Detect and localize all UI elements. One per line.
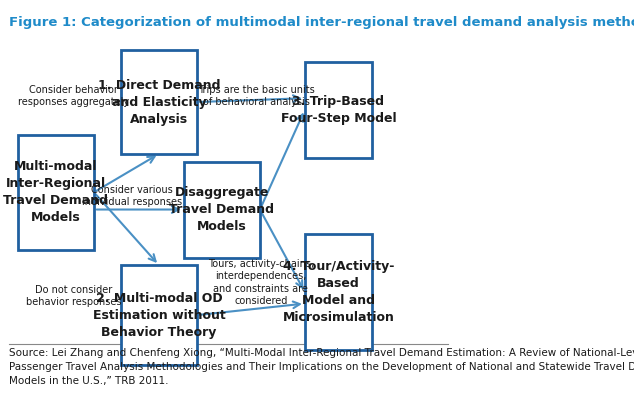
FancyBboxPatch shape — [184, 162, 260, 258]
Text: Trips are the basic units
of behavioral analysis: Trips are the basic units of behavioral … — [198, 85, 315, 107]
Text: 3. Trip-Based
Four-Step Model: 3. Trip-Based Four-Step Model — [281, 95, 396, 125]
Text: Tours, activity-chains,
interdependences,
and constraints are
considered: Tours, activity-chains, interdependences… — [208, 259, 314, 306]
FancyBboxPatch shape — [305, 62, 372, 158]
FancyBboxPatch shape — [305, 234, 372, 349]
Text: Consider behavior
responses aggregately: Consider behavior responses aggregately — [18, 85, 129, 107]
Text: 2. Multi-modal OD
Estimation without
Behavior Theory: 2. Multi-modal OD Estimation without Beh… — [93, 292, 225, 339]
Text: 4. Tour/Activity-
Based
Model and
Microsimulation: 4. Tour/Activity- Based Model and Micros… — [283, 260, 394, 324]
Text: Figure 1: Categorization of multimodal inter-regional travel demand analysis met: Figure 1: Categorization of multimodal i… — [9, 16, 634, 29]
FancyBboxPatch shape — [121, 50, 197, 154]
Text: 1. Direct Demand
and Elasticity
Analysis: 1. Direct Demand and Elasticity Analysis — [98, 78, 220, 125]
Text: Multi-modal
Inter-Regional
Travel Demand
Models: Multi-modal Inter-Regional Travel Demand… — [3, 160, 108, 224]
Text: Disaggregate
Travel Demand
Models: Disaggregate Travel Demand Models — [169, 186, 275, 233]
FancyBboxPatch shape — [121, 265, 197, 365]
Text: Do not consider
behavior responses: Do not consider behavior responses — [26, 285, 122, 307]
Text: Consider various
individual responses: Consider various individual responses — [82, 185, 182, 207]
Text: Source: Lei Zhang and Chenfeng Xiong, “Multi-Modal Inter-Regional Travel Demand : Source: Lei Zhang and Chenfeng Xiong, “M… — [9, 348, 634, 386]
FancyBboxPatch shape — [18, 135, 94, 250]
